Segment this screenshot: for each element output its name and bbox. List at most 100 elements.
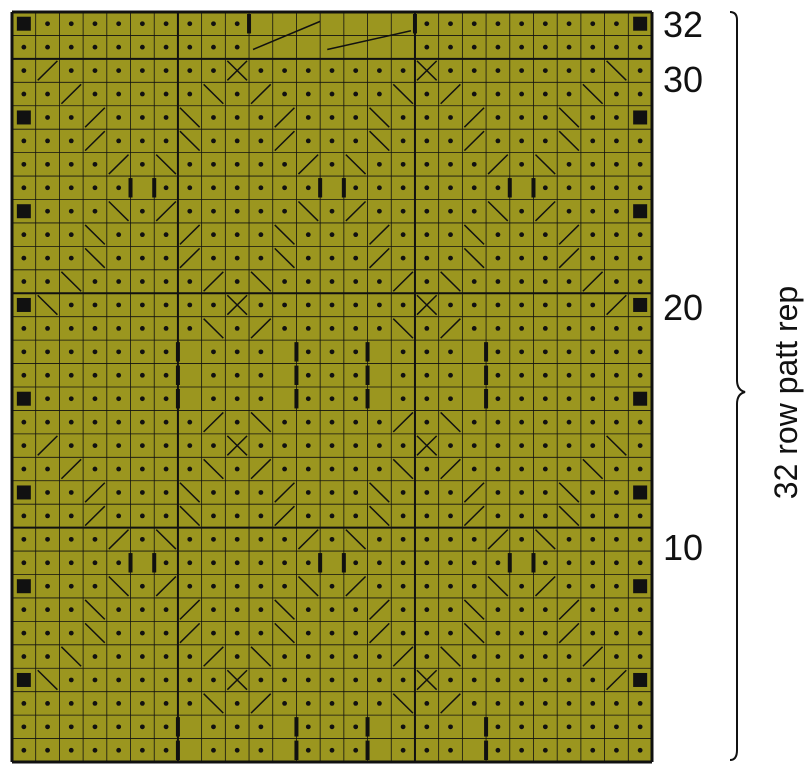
diagonal-left — [440, 411, 461, 433]
purl-dot — [139, 326, 145, 331]
repeat-bracket — [729, 11, 746, 761]
purl-dot — [353, 419, 359, 425]
purl-dot — [282, 419, 287, 425]
purl-dot — [566, 302, 572, 308]
purl-dot — [21, 349, 27, 355]
purl-dot — [21, 513, 27, 519]
purl-dot — [448, 607, 453, 613]
purl-dot — [448, 349, 453, 355]
purl-dot — [92, 185, 98, 191]
diagonal-right — [558, 247, 580, 269]
diagonal-right — [274, 107, 295, 128]
diagonal-left — [416, 669, 438, 691]
diagonal-left — [558, 107, 580, 128]
diagonal-right — [392, 411, 414, 433]
diagonal-left — [60, 646, 82, 667]
purl-dot — [92, 724, 98, 730]
purl-dot — [92, 701, 98, 706]
diagonal-left — [203, 458, 224, 480]
diagonal-right — [84, 130, 106, 152]
purl-dot — [45, 747, 50, 753]
purl-dot — [329, 490, 335, 495]
purl-dot — [590, 513, 596, 519]
purl-dot — [377, 302, 382, 308]
purl-dot — [519, 302, 525, 308]
diagonal-right — [297, 529, 319, 550]
diagonal-left — [463, 599, 485, 620]
purl-dot — [234, 21, 240, 27]
purl-dot — [21, 91, 27, 97]
diagonal-left — [558, 130, 580, 152]
purl-dot — [45, 326, 50, 331]
purl-dot — [377, 279, 382, 284]
diagonal-right — [179, 599, 201, 620]
purl-dot — [234, 466, 240, 472]
purl-dot — [234, 208, 240, 214]
purl-dot — [614, 161, 619, 167]
purl-dot — [495, 396, 501, 402]
purl-dot — [566, 349, 572, 355]
purl-dot — [45, 372, 50, 378]
purl-dot — [519, 326, 525, 331]
purl-dot — [45, 419, 50, 425]
purl-dot — [163, 68, 169, 73]
purl-dot — [211, 396, 216, 402]
purl-dot — [68, 583, 74, 589]
purl-dot — [424, 208, 430, 214]
row-label-20: 20 — [663, 287, 704, 328]
diagonal-right — [369, 622, 390, 644]
purl-dot — [495, 607, 501, 613]
purl-dot — [353, 349, 359, 355]
purl-dot — [21, 724, 27, 730]
purl-dot — [614, 208, 619, 214]
diagonal-right — [274, 130, 295, 152]
diagonal-right — [250, 318, 272, 339]
purl-dot — [258, 138, 264, 144]
purl-dot — [187, 302, 193, 308]
purl-dot — [471, 44, 477, 50]
diagonal-right — [226, 435, 248, 456]
diagonal-left — [369, 482, 390, 503]
purl-dot — [187, 208, 193, 214]
diagonal-right — [369, 224, 390, 245]
purl-dot — [116, 255, 122, 261]
purl-dot — [495, 560, 501, 566]
purl-dot — [45, 724, 50, 730]
filled-square — [16, 110, 31, 125]
purl-dot — [424, 372, 430, 378]
diagonal-left — [582, 458, 604, 480]
purl-dot — [519, 466, 525, 472]
purl-dot — [566, 536, 572, 542]
purl-dot — [211, 68, 216, 73]
purl-dot — [305, 560, 311, 566]
purl-dot — [637, 138, 643, 144]
diagonal-left — [250, 411, 272, 433]
purl-dot — [116, 396, 122, 402]
purl-dot — [614, 115, 619, 120]
purl-dot — [258, 724, 264, 730]
diagonal-left — [463, 622, 485, 644]
purl-dot — [566, 747, 572, 753]
purl-dot — [139, 466, 145, 472]
purl-dot — [637, 349, 643, 355]
purl-dot — [448, 44, 453, 50]
purl-dot — [92, 419, 98, 425]
purl-dot — [353, 490, 359, 495]
filled-square — [633, 204, 648, 219]
purl-dot — [377, 419, 382, 425]
purl-dot — [45, 138, 50, 144]
purl-dot — [566, 161, 572, 167]
diagonal-left — [226, 294, 248, 316]
purl-dot — [637, 701, 643, 706]
filled-square — [633, 485, 648, 500]
purl-dot — [45, 536, 50, 542]
purl-dot — [353, 466, 359, 472]
purl-dot — [448, 255, 453, 261]
purl-dot — [329, 396, 335, 402]
purl-dot — [590, 232, 596, 238]
purl-dot — [377, 208, 382, 214]
purl-dot — [163, 232, 169, 238]
purl-dot — [542, 466, 548, 472]
purl-dot — [495, 255, 501, 261]
purl-dot — [139, 208, 145, 214]
